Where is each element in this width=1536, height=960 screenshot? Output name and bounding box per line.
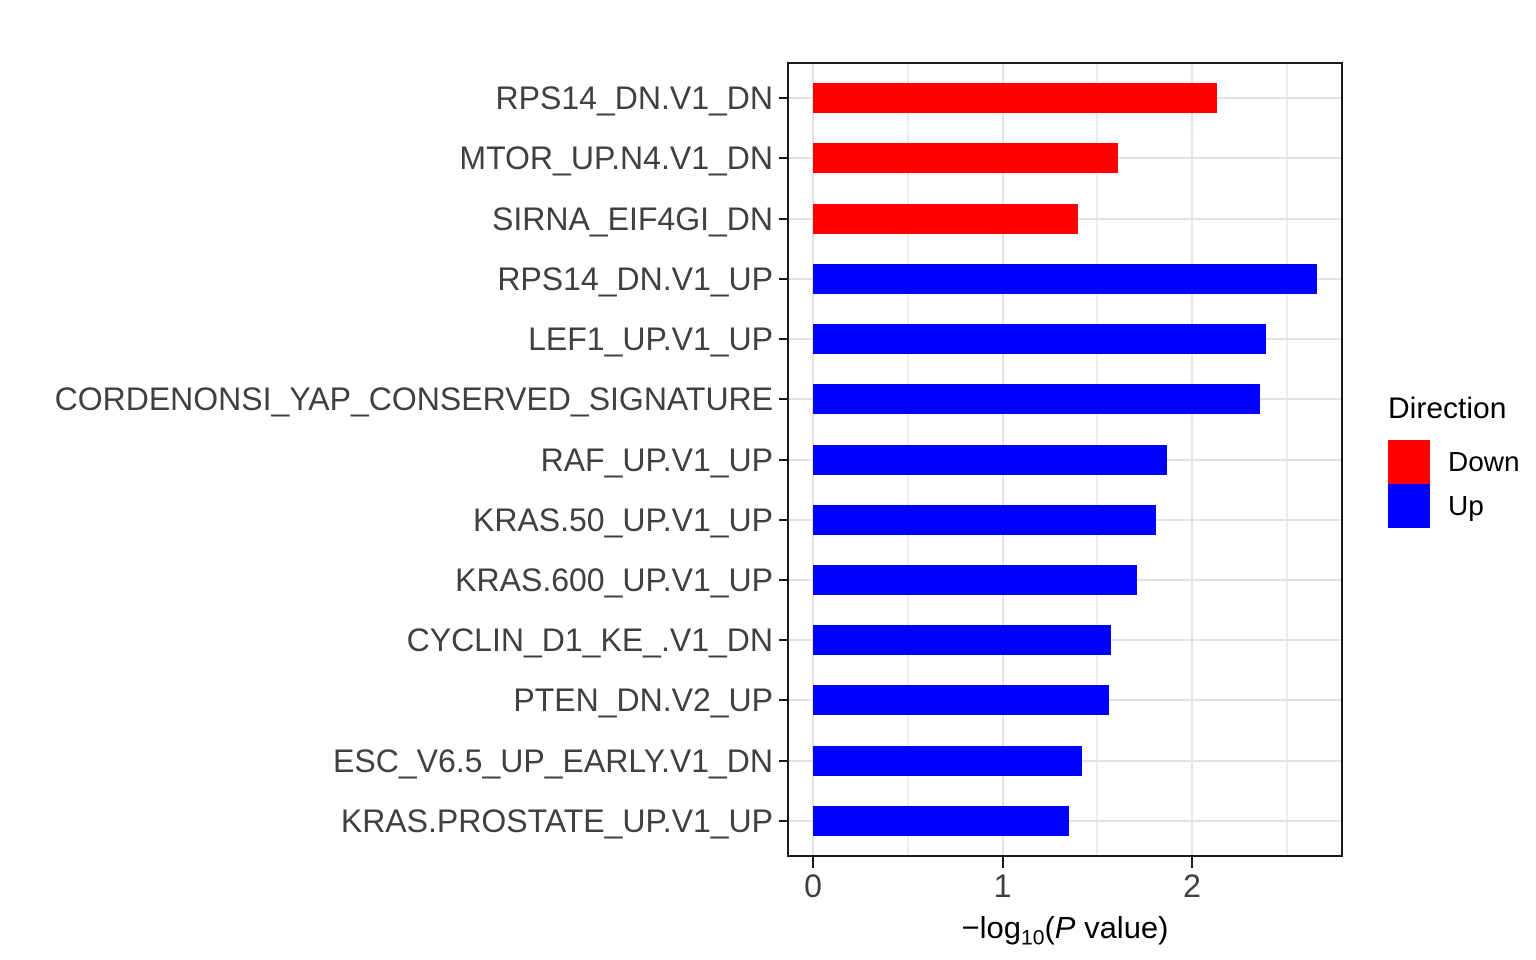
x-axis-title-log: −log <box>961 910 1021 945</box>
y-axis-label: RPS14_DN.V1_UP <box>497 260 773 297</box>
bar <box>813 625 1111 656</box>
legend-entry-down: Down <box>1388 440 1520 484</box>
legend-label-up: Up <box>1448 490 1484 521</box>
bar <box>813 444 1168 475</box>
y-axis-tick <box>779 699 787 702</box>
y-axis-label: RAF_UP.V1_UP <box>540 441 773 478</box>
y-axis-label: LEF1_UP.V1_UP <box>528 321 773 358</box>
y-axis-label: MTOR_UP.N4.V1_DN <box>459 140 773 177</box>
y-axis-label: KRAS.600_UP.V1_UP <box>455 561 773 598</box>
bar <box>813 564 1138 595</box>
x-axis-title-p: P <box>1054 910 1076 945</box>
y-axis-tick <box>779 458 787 461</box>
y-axis-label: KRAS.50_UP.V1_UP <box>472 501 773 538</box>
bar <box>813 143 1119 174</box>
y-axis-label: CYCLIN_D1_KE_.V1_DN <box>406 622 773 659</box>
legend-label-down: Down <box>1448 446 1520 477</box>
bar <box>813 685 1109 716</box>
x-axis-tick-label: 0 <box>804 868 822 904</box>
bar <box>813 203 1079 234</box>
bar <box>813 384 1261 415</box>
y-axis-label: PTEN_DN.V2_UP <box>513 682 773 719</box>
y-axis-tick <box>779 277 787 280</box>
legend-key-up-swatch <box>1388 484 1430 528</box>
x-axis-tick <box>1001 857 1004 868</box>
y-axis-tick <box>779 217 787 220</box>
y-axis-tick <box>779 578 787 581</box>
bar <box>813 324 1266 355</box>
bar <box>813 83 1217 114</box>
legend-key-down-swatch <box>1388 440 1430 484</box>
y-axis-tick <box>779 338 787 341</box>
y-axis-tick <box>779 819 787 822</box>
bar <box>813 504 1156 535</box>
x-axis-tick <box>1191 857 1193 868</box>
bar <box>813 805 1069 836</box>
y-axis-label: RPS14_DN.V1_DN <box>495 80 773 117</box>
x-axis-tick-label: 2 <box>1183 868 1201 904</box>
legend-entry-up: Up <box>1388 484 1520 528</box>
y-axis-tick <box>779 97 787 100</box>
x-axis-tick-label: 1 <box>993 868 1012 904</box>
y-axis-label: SIRNA_EIF4GI_DN <box>492 200 773 237</box>
y-axis-tick <box>779 518 787 521</box>
bar <box>813 745 1083 776</box>
bar <box>813 263 1318 294</box>
x-axis-title-paren: ( <box>1044 910 1055 945</box>
y-axis-tick <box>779 639 787 642</box>
x-axis-title-tail: value) <box>1075 910 1169 945</box>
legend-title: Direction <box>1388 392 1507 425</box>
x-axis-title: −log10(P value) <box>787 910 1343 950</box>
y-axis-tick <box>779 398 787 401</box>
x-axis-title-subscript: 10 <box>1020 926 1045 950</box>
y-axis-label: KRAS.PROSTATE_UP.V1_UP <box>340 802 773 839</box>
y-axis-tick <box>779 157 787 160</box>
legend: Direction Down Up <box>1388 392 1520 528</box>
plot-panel <box>787 62 1343 857</box>
y-axis-label: ESC_V6.5_UP_EARLY.V1_DN <box>333 742 773 779</box>
x-axis-tick <box>812 857 814 868</box>
y-axis-tick <box>779 759 787 762</box>
y-axis-label: CORDENONSI_YAP_CONSERVED_SIGNATURE <box>54 381 773 418</box>
